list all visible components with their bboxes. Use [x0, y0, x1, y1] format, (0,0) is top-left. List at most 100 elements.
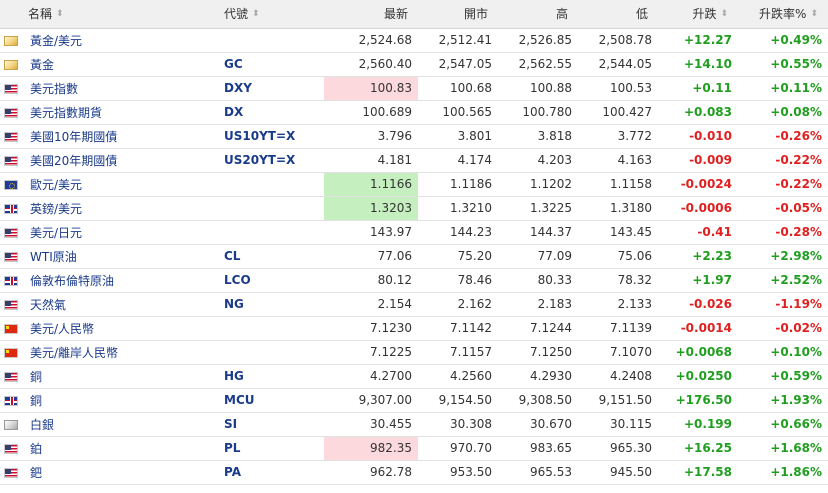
table-row[interactable]: 美元指數 DXY 100.83 100.68 100.88 100.53 +0.11 +0.1…	[0, 76, 828, 101]
instrument-code-link[interactable]: PL	[214, 436, 324, 461]
open-price: 4.2560	[418, 364, 498, 389]
change-value: +14.10	[658, 52, 738, 77]
open-price: 78.46	[418, 268, 498, 293]
instrument-code-link[interactable]: PA	[214, 460, 324, 485]
instrument-code-link[interactable]: HG	[214, 364, 324, 389]
instrument-name-link[interactable]: 美元/人民幣	[24, 316, 214, 341]
change-percent: +0.08%	[738, 100, 828, 125]
instrument-name-link[interactable]: 銅	[24, 388, 214, 413]
high-price: 1.3225	[498, 196, 578, 221]
instrument-name-link[interactable]: 英鎊/美元	[24, 196, 214, 221]
column-header-last[interactable]: 最新	[324, 0, 418, 29]
change-value: -0.0014	[658, 316, 738, 341]
table-row[interactable]: WTI原油 CL 77.06 75.20 77.09 75.06 +2.23 +2.98%	[0, 244, 828, 269]
instrument-name-link[interactable]: 歐元/美元	[24, 172, 214, 197]
instrument-name-link[interactable]: 美國10年期國債	[24, 124, 214, 149]
instrument-name-link[interactable]: WTI原油	[24, 244, 214, 269]
instrument-code-link[interactable]	[214, 196, 324, 221]
instrument-code-link[interactable]: SI	[214, 412, 324, 437]
instrument-name-link[interactable]: 倫敦布倫特原油	[24, 268, 214, 293]
high-price: 30.670	[498, 412, 578, 437]
open-price: 970.70	[418, 436, 498, 461]
instrument-name-link[interactable]: 美元指數	[24, 76, 214, 101]
table-row[interactable]: 倫敦布倫特原油 LCO 80.12 78.46 80.33 78.32 +1.97 +2.52…	[0, 268, 828, 293]
instrument-name-link[interactable]: 黃金	[24, 52, 214, 77]
instrument-name-link[interactable]: 美元/離岸人民幣	[24, 340, 214, 365]
flag-cell	[0, 244, 24, 269]
table-row[interactable]: 英鎊/美元 1.3203 1.3210 1.3225 1.3180 -0.0006 -0.0…	[0, 196, 828, 221]
instrument-name-link[interactable]: 鈀	[24, 460, 214, 485]
instrument-name-link[interactable]: 美國20年期國債	[24, 148, 214, 173]
instrument-code-link[interactable]: US20YT=X	[214, 148, 324, 173]
table-row[interactable]: 黃金/美元 2,524.68 2,512.41 2,526.85 2,508.78 +12…	[0, 28, 828, 53]
table-row[interactable]: 美元/日元 143.97 144.23 144.37 143.45 -0.41 -0.28%	[0, 220, 828, 245]
table-row[interactable]: 鈀 PA 962.78 953.50 965.53 945.50 +17.58 +1.86%	[0, 460, 828, 485]
high-price: 77.09	[498, 244, 578, 269]
open-price: 100.68	[418, 76, 498, 101]
table-row[interactable]: 銅 MCU 9,307.00 9,154.50 9,308.50 9,151.50 +176…	[0, 388, 828, 413]
sort-icon[interactable]: ⬍	[56, 9, 64, 20]
column-header-name[interactable]: 名稱 ⬍	[0, 0, 214, 29]
change-value: +16.25	[658, 436, 738, 461]
flag-cell	[0, 436, 24, 461]
instrument-code-link[interactable]	[214, 172, 324, 197]
sort-icon[interactable]: ⬍	[252, 9, 260, 20]
change-value: +0.083	[658, 100, 738, 125]
instrument-name-link[interactable]: 天然氣	[24, 292, 214, 317]
instrument-name-link[interactable]: 黃金/美元	[24, 28, 214, 53]
instrument-code-link[interactable]	[214, 340, 324, 365]
table-row[interactable]: 鉑 PL 982.35 970.70 983.65 965.30 +16.25 +1.68%	[0, 436, 828, 461]
column-header-code[interactable]: 代號 ⬍	[214, 0, 324, 29]
table-row[interactable]: 白銀 SI 30.455 30.308 30.670 30.115 +0.199 +0.66%	[0, 412, 828, 437]
instrument-code-link[interactable]	[214, 220, 324, 245]
instrument-code-link[interactable]: DX	[214, 100, 324, 125]
instrument-name-link[interactable]: 美元指數期貨	[24, 100, 214, 125]
flag-cell	[0, 124, 24, 149]
column-header-low[interactable]: 低	[578, 0, 658, 29]
table-row[interactable]: 美元/離岸人民幣 7.1225 7.1157 7.1250 7.1070 +0.0068 +…	[0, 340, 828, 365]
instrument-code-link[interactable]	[214, 316, 324, 341]
us-flag-icon	[4, 227, 18, 238]
instrument-code-link[interactable]	[214, 28, 324, 53]
instrument-name-link[interactable]: 銅	[24, 364, 214, 389]
last-price: 80.12	[324, 268, 418, 293]
change-value: +1.97	[658, 268, 738, 293]
change-value: -0.010	[658, 124, 738, 149]
uk-flag-icon	[4, 275, 18, 286]
column-header-high[interactable]: 高	[498, 0, 578, 29]
last-price: 1.1166	[324, 172, 418, 197]
instrument-code-link[interactable]: CL	[214, 244, 324, 269]
table-row[interactable]: 美國10年期國債 US10YT=X 3.796 3.801 3.818 3.772 -0.0…	[0, 124, 828, 149]
instrument-name-link[interactable]: 鉑	[24, 436, 214, 461]
table-row[interactable]: 歐元/美元 1.1166 1.1186 1.1202 1.1158 -0.0024 -0.2…	[0, 172, 828, 197]
table-row[interactable]: 美國20年期國債 US20YT=X 4.181 4.174 4.203 4.163 -0.0…	[0, 148, 828, 173]
instrument-name-link[interactable]: 白銀	[24, 412, 214, 437]
open-price: 2.162	[418, 292, 498, 317]
flag-cell	[0, 268, 24, 293]
low-price: 4.2408	[578, 364, 658, 389]
sort-icon[interactable]: ⬍	[720, 9, 728, 20]
table-row[interactable]: 黃金 GC 2,560.40 2,547.05 2,562.55 2,544.05 +14.…	[0, 52, 828, 77]
instrument-code-link[interactable]: DXY	[214, 76, 324, 101]
table-row[interactable]: 美元/人民幣 7.1230 7.1142 7.1244 7.1139 -0.0014 -0.…	[0, 316, 828, 341]
high-price: 7.1250	[498, 340, 578, 365]
us-flag-icon	[4, 251, 18, 262]
column-header-code-label: 代號	[224, 7, 249, 22]
low-price: 965.30	[578, 436, 658, 461]
column-header-change-pct[interactable]: 升跌率% ⬍	[738, 0, 828, 29]
instrument-code-link[interactable]: LCO	[214, 268, 324, 293]
column-header-open[interactable]: 開市	[418, 0, 498, 29]
low-price: 7.1139	[578, 316, 658, 341]
table-row[interactable]: 天然氣 NG 2.154 2.162 2.183 2.133 -0.026 -1.19%	[0, 292, 828, 317]
instrument-code-link[interactable]: GC	[214, 52, 324, 77]
high-price: 965.53	[498, 460, 578, 485]
column-header-change[interactable]: 升跌 ⬍	[658, 0, 738, 29]
low-price: 4.163	[578, 148, 658, 173]
instrument-code-link[interactable]: NG	[214, 292, 324, 317]
table-row[interactable]: 銅 HG 4.2700 4.2560 4.2930 4.2408 +0.0250 +0.59%	[0, 364, 828, 389]
instrument-code-link[interactable]: US10YT=X	[214, 124, 324, 149]
instrument-code-link[interactable]: MCU	[214, 388, 324, 413]
sort-icon[interactable]: ⬍	[810, 9, 818, 20]
table-row[interactable]: 美元指數期貨 DX 100.689 100.565 100.780 100.427 +0.0…	[0, 100, 828, 125]
instrument-name-link[interactable]: 美元/日元	[24, 220, 214, 245]
